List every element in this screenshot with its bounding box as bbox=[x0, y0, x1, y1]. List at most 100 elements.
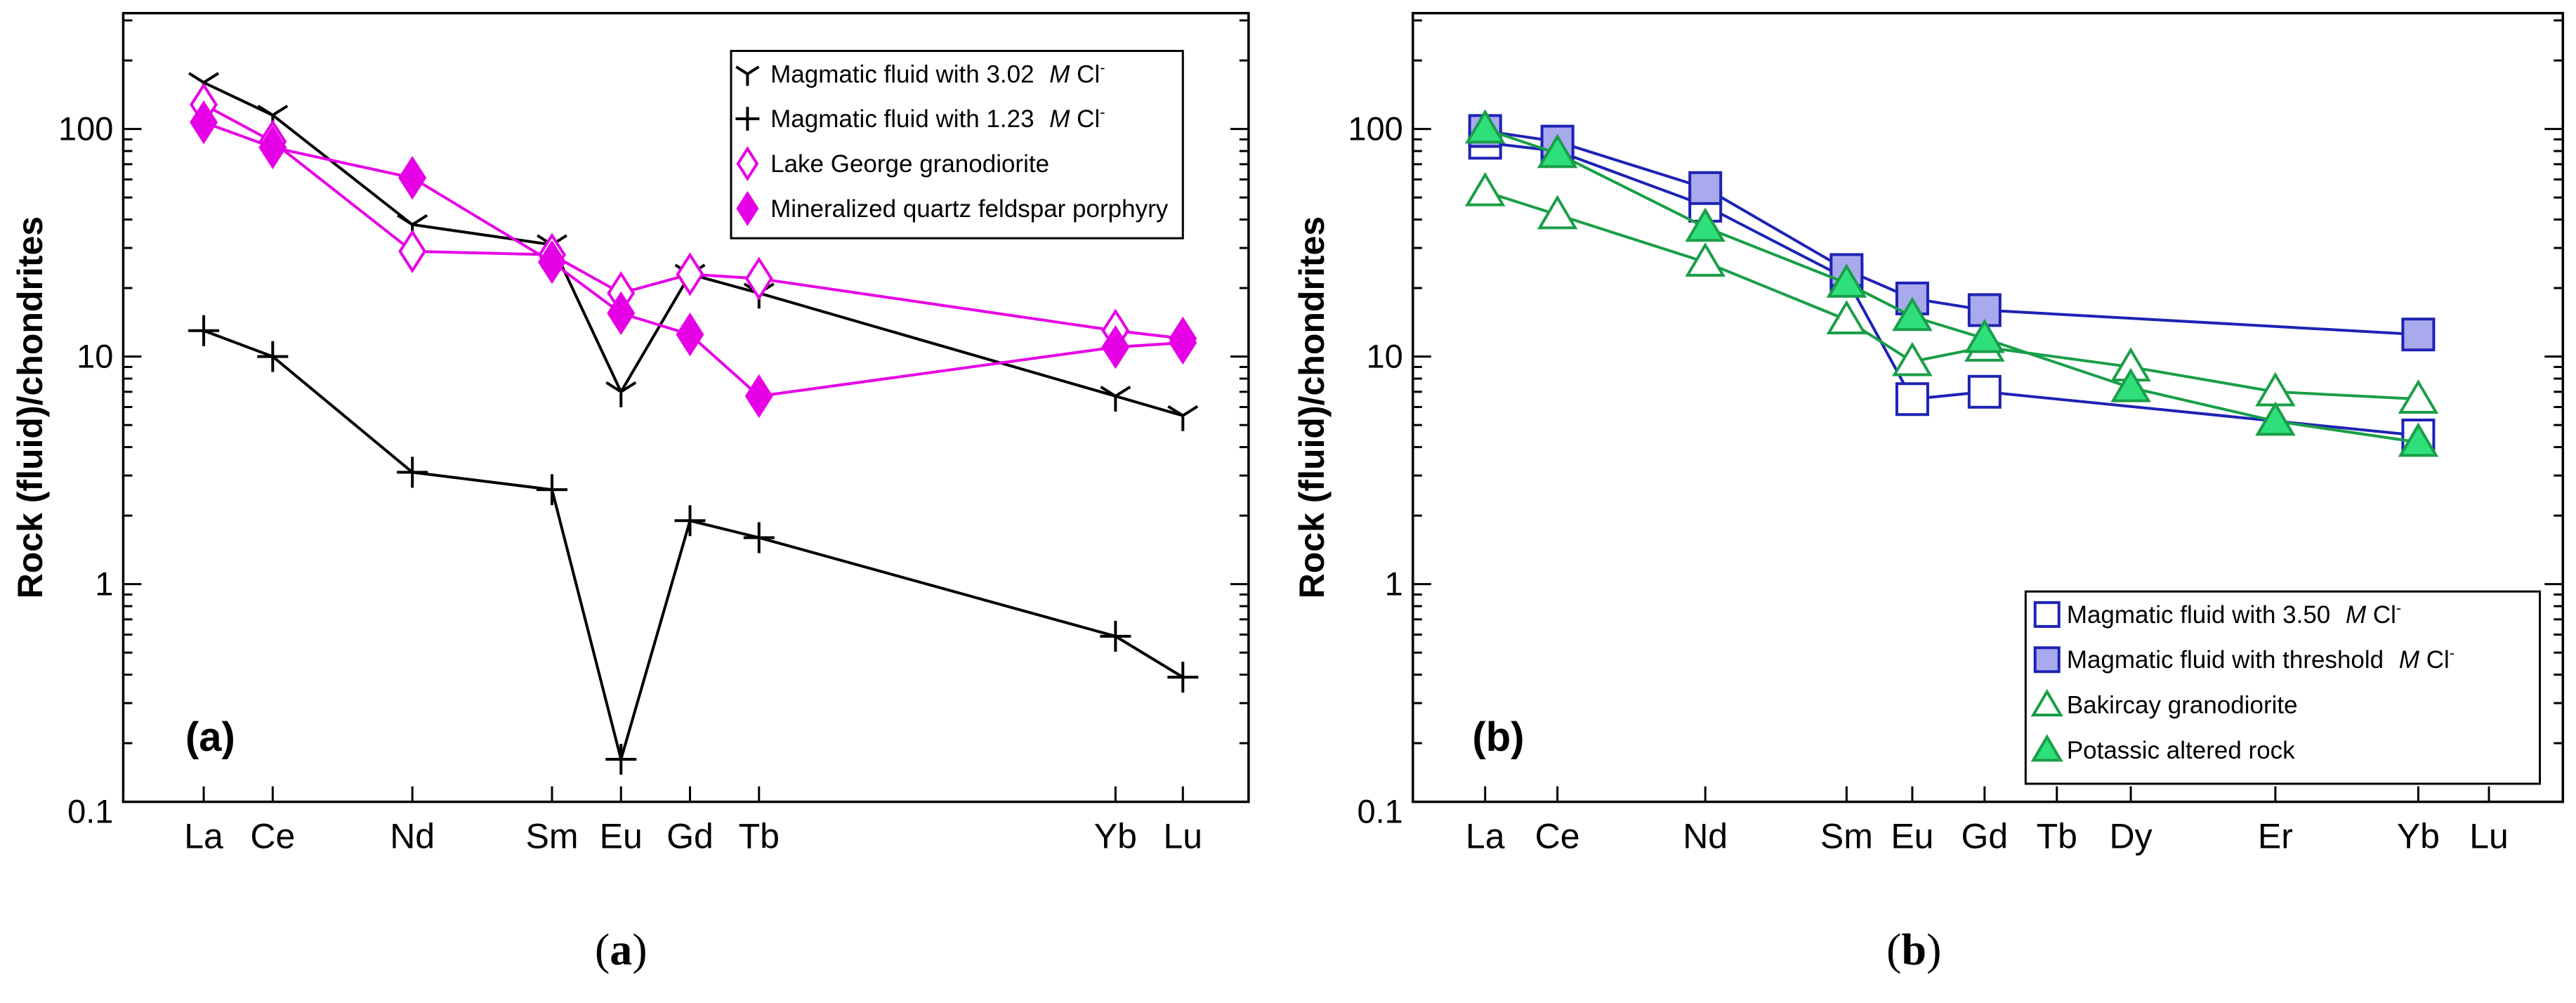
y-tick-label: 0.1 bbox=[67, 793, 113, 830]
legend-symbol bbox=[736, 190, 759, 226]
panel-a: 0.1 1 10 100 La Ce Nd Sm Eu Gd Tb Yb Lu Rock (fluid)/… bbox=[11, 11, 1250, 974]
legend-entry: Magmatic fluid with threshold M Cl- bbox=[2067, 644, 2455, 674]
data-point bbox=[1167, 662, 1199, 693]
data-point bbox=[676, 252, 704, 296]
data-point bbox=[2398, 422, 2439, 457]
data-point bbox=[1537, 195, 1578, 230]
data-point bbox=[744, 256, 773, 301]
data-point bbox=[1464, 109, 1506, 144]
data-point bbox=[1895, 382, 1929, 417]
y-tick-label: 0.1 bbox=[1357, 793, 1402, 830]
legend-symbol bbox=[2033, 646, 2061, 674]
data-point bbox=[1101, 325, 1130, 369]
panel-label: (b) bbox=[1472, 714, 1524, 760]
series-3 bbox=[1464, 171, 2439, 414]
x-tick-label: Sm bbox=[526, 817, 579, 856]
legend-symbol bbox=[2030, 688, 2063, 717]
legend-box bbox=[2024, 590, 2542, 785]
legend-entry: Magmatic fluid with 1.23 M Cl- bbox=[770, 103, 1105, 133]
legend-entry: Magmatic fluid with 3.02 M Cl- bbox=[770, 58, 1105, 88]
series-4 bbox=[190, 100, 1197, 419]
x-tick-label: Lu bbox=[1163, 817, 1202, 856]
x-tick-label: Gd bbox=[666, 817, 714, 856]
data-point bbox=[1964, 318, 2005, 353]
y-tick-label: 100 bbox=[1348, 110, 1402, 148]
legend-entry: Bakircay granodiorite bbox=[2067, 692, 2298, 719]
y-axis-label: Rock (fluid)/chondrites bbox=[11, 216, 50, 598]
data-point bbox=[538, 240, 566, 284]
data-point bbox=[1967, 374, 2002, 409]
data-point bbox=[1464, 171, 1506, 206]
data-point bbox=[1826, 300, 1867, 335]
data-point bbox=[258, 125, 287, 170]
x-tick-label: Er bbox=[2258, 817, 2293, 856]
legend-symbol bbox=[735, 65, 760, 86]
legend-symbol bbox=[2033, 601, 2061, 628]
data-point bbox=[257, 341, 289, 372]
data-point bbox=[190, 100, 218, 145]
y-tick-label: 10 bbox=[1367, 338, 1403, 375]
x-tick-label: Tb bbox=[2037, 817, 2077, 856]
data-point bbox=[537, 474, 567, 506]
figure-caption: (a) bbox=[595, 924, 648, 974]
legend-symbol bbox=[736, 146, 759, 181]
y-tick-label: 1 bbox=[95, 565, 113, 603]
x-tick-label: Eu bbox=[1891, 817, 1933, 856]
y-tick-label: 10 bbox=[77, 338, 113, 375]
y-axis-label: Rock (fluid)/chondrites bbox=[1292, 216, 1332, 598]
x-tick-label: Eu bbox=[600, 817, 643, 856]
legend-symbol bbox=[2030, 734, 2063, 762]
data-point bbox=[1537, 133, 1578, 169]
legend-entry: Lake George granodiorite bbox=[770, 150, 1049, 178]
legend-box bbox=[730, 50, 1184, 240]
panel-b: 0.1 1 10 100 La Ce Nd Sm Eu Gd Tb Dy Er Yb Lu Rock (flu… bbox=[1292, 11, 2565, 974]
data-point bbox=[1685, 242, 1726, 277]
x-tick-label: Ce bbox=[250, 817, 295, 856]
x-tick-label: Nd bbox=[390, 817, 435, 856]
data-point bbox=[605, 743, 637, 775]
figure-caption: (b) bbox=[1886, 924, 1941, 974]
data-point bbox=[1169, 320, 1197, 365]
data-point bbox=[676, 313, 704, 357]
legend-entry: Magmatic fluid with 3.50 M Cl- bbox=[2067, 599, 2401, 629]
x-tick-label: Tb bbox=[739, 817, 780, 856]
data-point bbox=[2398, 379, 2439, 414]
caption-letter: b bbox=[1901, 924, 1926, 974]
data-point bbox=[607, 291, 636, 336]
data-point bbox=[398, 155, 427, 200]
caption-letter: a bbox=[610, 924, 632, 974]
panel-label: (a) bbox=[185, 714, 235, 760]
x-tick-label: Lu bbox=[2469, 817, 2509, 856]
data-point bbox=[397, 457, 428, 488]
x-tick-label: Sm bbox=[1820, 817, 1873, 856]
data-point bbox=[1826, 263, 1867, 298]
data-point bbox=[2110, 367, 2151, 402]
legend-entry: Potassic altered rock bbox=[2067, 737, 2295, 764]
data-point bbox=[743, 522, 775, 553]
data-point bbox=[1688, 171, 1723, 205]
data-point bbox=[1892, 296, 1933, 332]
series-4 bbox=[1464, 109, 2439, 457]
data-point bbox=[1892, 341, 1933, 376]
data-point bbox=[2255, 401, 2296, 436]
y-tick-label: 1 bbox=[1385, 565, 1403, 603]
legend-symbol bbox=[735, 107, 760, 131]
x-tick-label: Dy bbox=[2109, 817, 2152, 856]
data-point bbox=[2401, 317, 2436, 352]
y-tick-label: 100 bbox=[58, 110, 113, 148]
data-point bbox=[674, 505, 706, 537]
data-point bbox=[1685, 207, 1726, 242]
x-tick-label: La bbox=[184, 817, 223, 856]
legend: Magmatic fluid with 3.02 M Cl- Magmatic f… bbox=[730, 50, 1184, 240]
x-tick-label: Nd bbox=[1683, 817, 1728, 856]
x-tick-label: La bbox=[1466, 817, 1505, 856]
legend: Magmatic fluid with 3.50 M Cl- Magmatic f… bbox=[2024, 590, 2542, 785]
data-point bbox=[398, 229, 427, 274]
x-tick-label: Yb bbox=[2397, 817, 2440, 856]
data-point bbox=[605, 381, 637, 407]
data-point bbox=[1167, 405, 1199, 431]
data-point bbox=[744, 374, 773, 419]
series-2 bbox=[188, 315, 1199, 775]
x-tick-label: Ce bbox=[1535, 817, 1580, 856]
